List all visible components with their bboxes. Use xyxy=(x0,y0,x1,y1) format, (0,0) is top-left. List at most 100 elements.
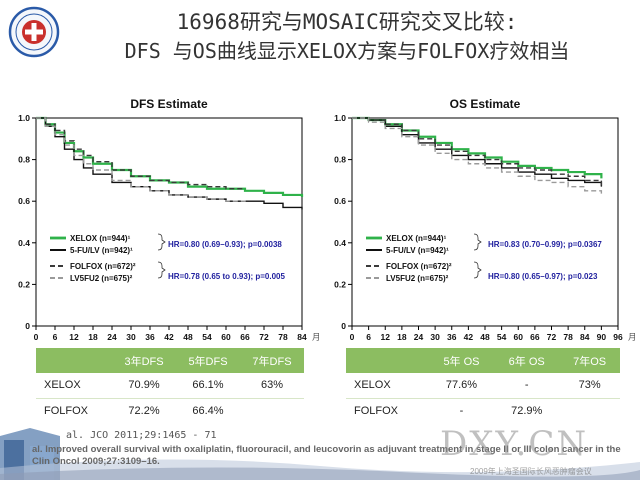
x-tick-label: 30 xyxy=(430,332,440,342)
x-tick-label: 12 xyxy=(381,332,391,342)
reference-2: al. Improved overall survival with oxali… xyxy=(32,444,621,455)
x-tick-label: 36 xyxy=(447,332,457,342)
x-tick-label: 72 xyxy=(259,332,269,342)
series-line xyxy=(36,117,303,210)
y-tick-label: 0 xyxy=(341,321,346,331)
table-header-cell: 6年 OS xyxy=(494,348,560,373)
title-line-2: DFS 与OS曲线显示XELOX方案与FOLFOX疗效相当 xyxy=(124,39,570,63)
x-tick-label: 60 xyxy=(221,332,231,342)
x-tick-label: 60 xyxy=(514,332,524,342)
os-chart: OS Estimate 0 0.2 0.4 0.6 0.8 1.0 0 6 12 18 24 30 36 4… xyxy=(334,97,636,342)
y-tick-label: 0.2 xyxy=(334,279,346,289)
table-cell: 77.6% xyxy=(428,373,495,399)
x-tick-label: 18 xyxy=(397,332,407,342)
hr-annotation: HR=0.80 (0.65–0.97); p=0.023 xyxy=(488,272,598,281)
x-tick-label: 90 xyxy=(597,332,607,342)
table-header-row: 3年DFS 5年DFS 7年DFS xyxy=(36,348,304,373)
table-cell: 66.4% xyxy=(176,398,240,424)
legend-label: FOLFOX (n=672)² xyxy=(386,262,452,271)
hr-annotation: HR=0.83 (0.70–0.99); p=0.0367 xyxy=(488,240,602,249)
y-tick-label: 0.8 xyxy=(18,155,30,165)
y-tick-label: 0.8 xyxy=(334,155,346,165)
x-tick-label: 42 xyxy=(464,332,474,342)
row-label: FOLFOX xyxy=(346,398,429,424)
reference-3: Clin Oncol 2009;27:3109–16. xyxy=(32,456,160,467)
x-tick-label: 6 xyxy=(366,332,371,342)
footer-banner-image xyxy=(0,422,640,480)
chart-title: OS Estimate xyxy=(450,97,521,111)
hr-annotation: HR=0.78 (0.65 to 0.93); p=0.005 xyxy=(168,272,286,281)
x-tick-label: 12 xyxy=(69,332,79,342)
table-header-cell xyxy=(36,348,113,373)
legend-brace xyxy=(473,261,482,279)
x-tick-label: 84 xyxy=(297,332,307,342)
dfs-table: 3年DFS 5年DFS 7年DFS XELOX 70.9% 66.1% 63% … xyxy=(36,348,304,424)
series-line xyxy=(36,117,245,190)
table-cell: 66.1% xyxy=(176,373,240,399)
x-tick-label: 30 xyxy=(126,332,136,342)
watermark-subtext: 2009年上海圣国际长风恶肿瘤会议 xyxy=(470,467,592,476)
legend-brace xyxy=(473,233,482,251)
x-tick-label: 54 xyxy=(202,332,212,342)
table-header-cell: 3年DFS xyxy=(112,348,177,373)
table-cell: 70.9% xyxy=(112,373,177,399)
table-cell: - xyxy=(428,398,495,424)
plot-frame xyxy=(351,117,619,327)
table-cell: 63% xyxy=(239,373,304,399)
y-tick-label: 0.4 xyxy=(334,238,346,248)
table-cell: 73% xyxy=(559,373,620,399)
y-tick-label: 0.6 xyxy=(18,196,30,206)
y-tick-label: 0 xyxy=(25,321,30,331)
x-tick-label: 78 xyxy=(278,332,288,342)
slide-title: 16968研究与MOSAIC研究交叉比较: DFS 与OS曲线显示XELOX方案… xyxy=(62,8,632,66)
watermark: DXY.CN xyxy=(440,424,589,464)
series-line xyxy=(352,117,603,195)
table-row: FOLFOX 72.2% 66.4% xyxy=(36,398,304,424)
legend-label: LV5FU2 (n=675)² xyxy=(386,274,449,283)
title-line-1: 16968研究与MOSAIC研究交叉比较: xyxy=(176,10,518,34)
row-label: FOLFOX xyxy=(36,398,113,424)
x-unit-label: 月 xyxy=(628,332,637,342)
dfs-chart: DFS Estimate 0 0.2 0.4 0.6 0.8 1.0 0 6 12 18 24 30 36… xyxy=(18,97,320,342)
table-row: XELOX 70.9% 66.1% 63% xyxy=(36,373,304,399)
series-line xyxy=(352,117,603,187)
reference-1: al. JCO 2011;29:1465 - 71 xyxy=(66,430,217,441)
legend-brace xyxy=(157,261,166,279)
x-tick-label: 66 xyxy=(530,332,540,342)
plot-frame xyxy=(35,117,303,327)
table-header-cell: 7年OS xyxy=(559,348,620,373)
x-tick-label: 48 xyxy=(183,332,193,342)
x-tick-label: 24 xyxy=(414,332,424,342)
table-row: XELOX 77.6% - 73% xyxy=(346,373,620,399)
series-line xyxy=(36,117,246,204)
x-tick-label: 96 xyxy=(613,332,623,342)
x-tick-label: 48 xyxy=(480,332,490,342)
os-table: 5年 OS 6年 OS 7年OS XELOX 77.6% - 73% FOLFO… xyxy=(346,348,620,424)
x-tick-label: 84 xyxy=(580,332,590,342)
table-cell xyxy=(239,398,304,424)
x-tick-label: 0 xyxy=(350,332,355,342)
legend-label: XELOX (n=944)¹ xyxy=(70,234,131,243)
legend-label: XELOX (n=944)¹ xyxy=(386,234,447,243)
table-cell: 72.2% xyxy=(112,398,177,424)
x-tick-label: 36 xyxy=(145,332,155,342)
footer: al. JCO 2011;29:1465 - 71 al. Improved o… xyxy=(0,422,640,480)
x-tick-label: 54 xyxy=(497,332,507,342)
x-tick-label: 24 xyxy=(107,332,117,342)
legend-label: 5-FU/LV (n=942)¹ xyxy=(70,246,133,255)
x-unit-label: 月 xyxy=(312,332,321,342)
table-header-cell xyxy=(346,348,429,373)
x-tick-label: 78 xyxy=(563,332,573,342)
legend-label: LV5FU2 (n=675)² xyxy=(70,274,133,283)
x-tick-label: 66 xyxy=(240,332,250,342)
table-header-cell: 7年DFS xyxy=(239,348,304,373)
x-tick-label: 42 xyxy=(164,332,174,342)
x-tick-label: 18 xyxy=(88,332,98,342)
table-header-row: 5年 OS 6年 OS 7年OS xyxy=(346,348,620,373)
table-cell: - xyxy=(494,373,560,399)
legend-brace xyxy=(157,233,166,251)
x-tick-label: 72 xyxy=(547,332,557,342)
y-tick-label: 0.2 xyxy=(18,279,30,289)
x-tick-label: 6 xyxy=(53,332,58,342)
y-tick-label: 1.0 xyxy=(334,113,346,123)
